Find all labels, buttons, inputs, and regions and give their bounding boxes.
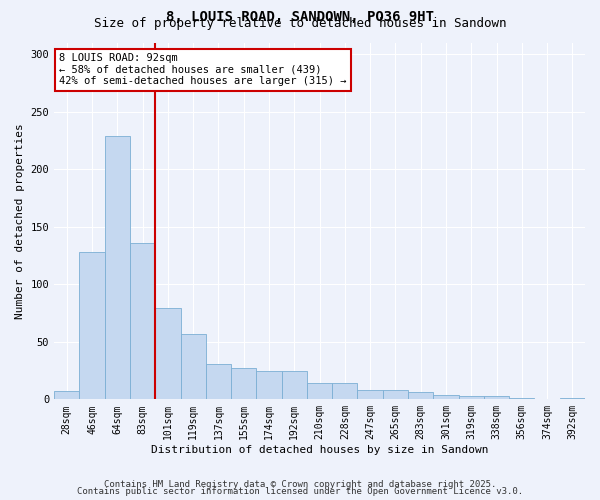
Bar bbox=[155, 308, 181, 400]
Text: 8, LOUIS ROAD, SANDOWN, PO36 9HT: 8, LOUIS ROAD, SANDOWN, PO36 9HT bbox=[166, 10, 434, 24]
Bar bbox=[181, 334, 206, 400]
Bar bbox=[307, 383, 332, 400]
X-axis label: Distribution of detached houses by size in Sandown: Distribution of detached houses by size … bbox=[151, 445, 488, 455]
Bar bbox=[560, 398, 585, 400]
Bar bbox=[484, 396, 509, 400]
Bar bbox=[358, 390, 383, 400]
Bar bbox=[231, 368, 256, 400]
Bar bbox=[332, 383, 358, 400]
Bar bbox=[433, 394, 458, 400]
Y-axis label: Number of detached properties: Number of detached properties bbox=[15, 123, 25, 319]
Bar bbox=[383, 390, 408, 400]
Bar bbox=[79, 252, 105, 400]
Bar bbox=[130, 243, 155, 400]
Bar bbox=[256, 370, 281, 400]
Text: Size of property relative to detached houses in Sandown: Size of property relative to detached ho… bbox=[94, 18, 506, 30]
Bar bbox=[54, 392, 79, 400]
Bar bbox=[281, 370, 307, 400]
Bar bbox=[105, 136, 130, 400]
Bar bbox=[509, 398, 535, 400]
Text: Contains public sector information licensed under the Open Government Licence v3: Contains public sector information licen… bbox=[77, 487, 523, 496]
Bar bbox=[408, 392, 433, 400]
Bar bbox=[458, 396, 484, 400]
Bar bbox=[206, 364, 231, 400]
Text: 8 LOUIS ROAD: 92sqm
← 58% of detached houses are smaller (439)
42% of semi-detac: 8 LOUIS ROAD: 92sqm ← 58% of detached ho… bbox=[59, 53, 347, 86]
Text: Contains HM Land Registry data © Crown copyright and database right 2025.: Contains HM Land Registry data © Crown c… bbox=[104, 480, 496, 489]
